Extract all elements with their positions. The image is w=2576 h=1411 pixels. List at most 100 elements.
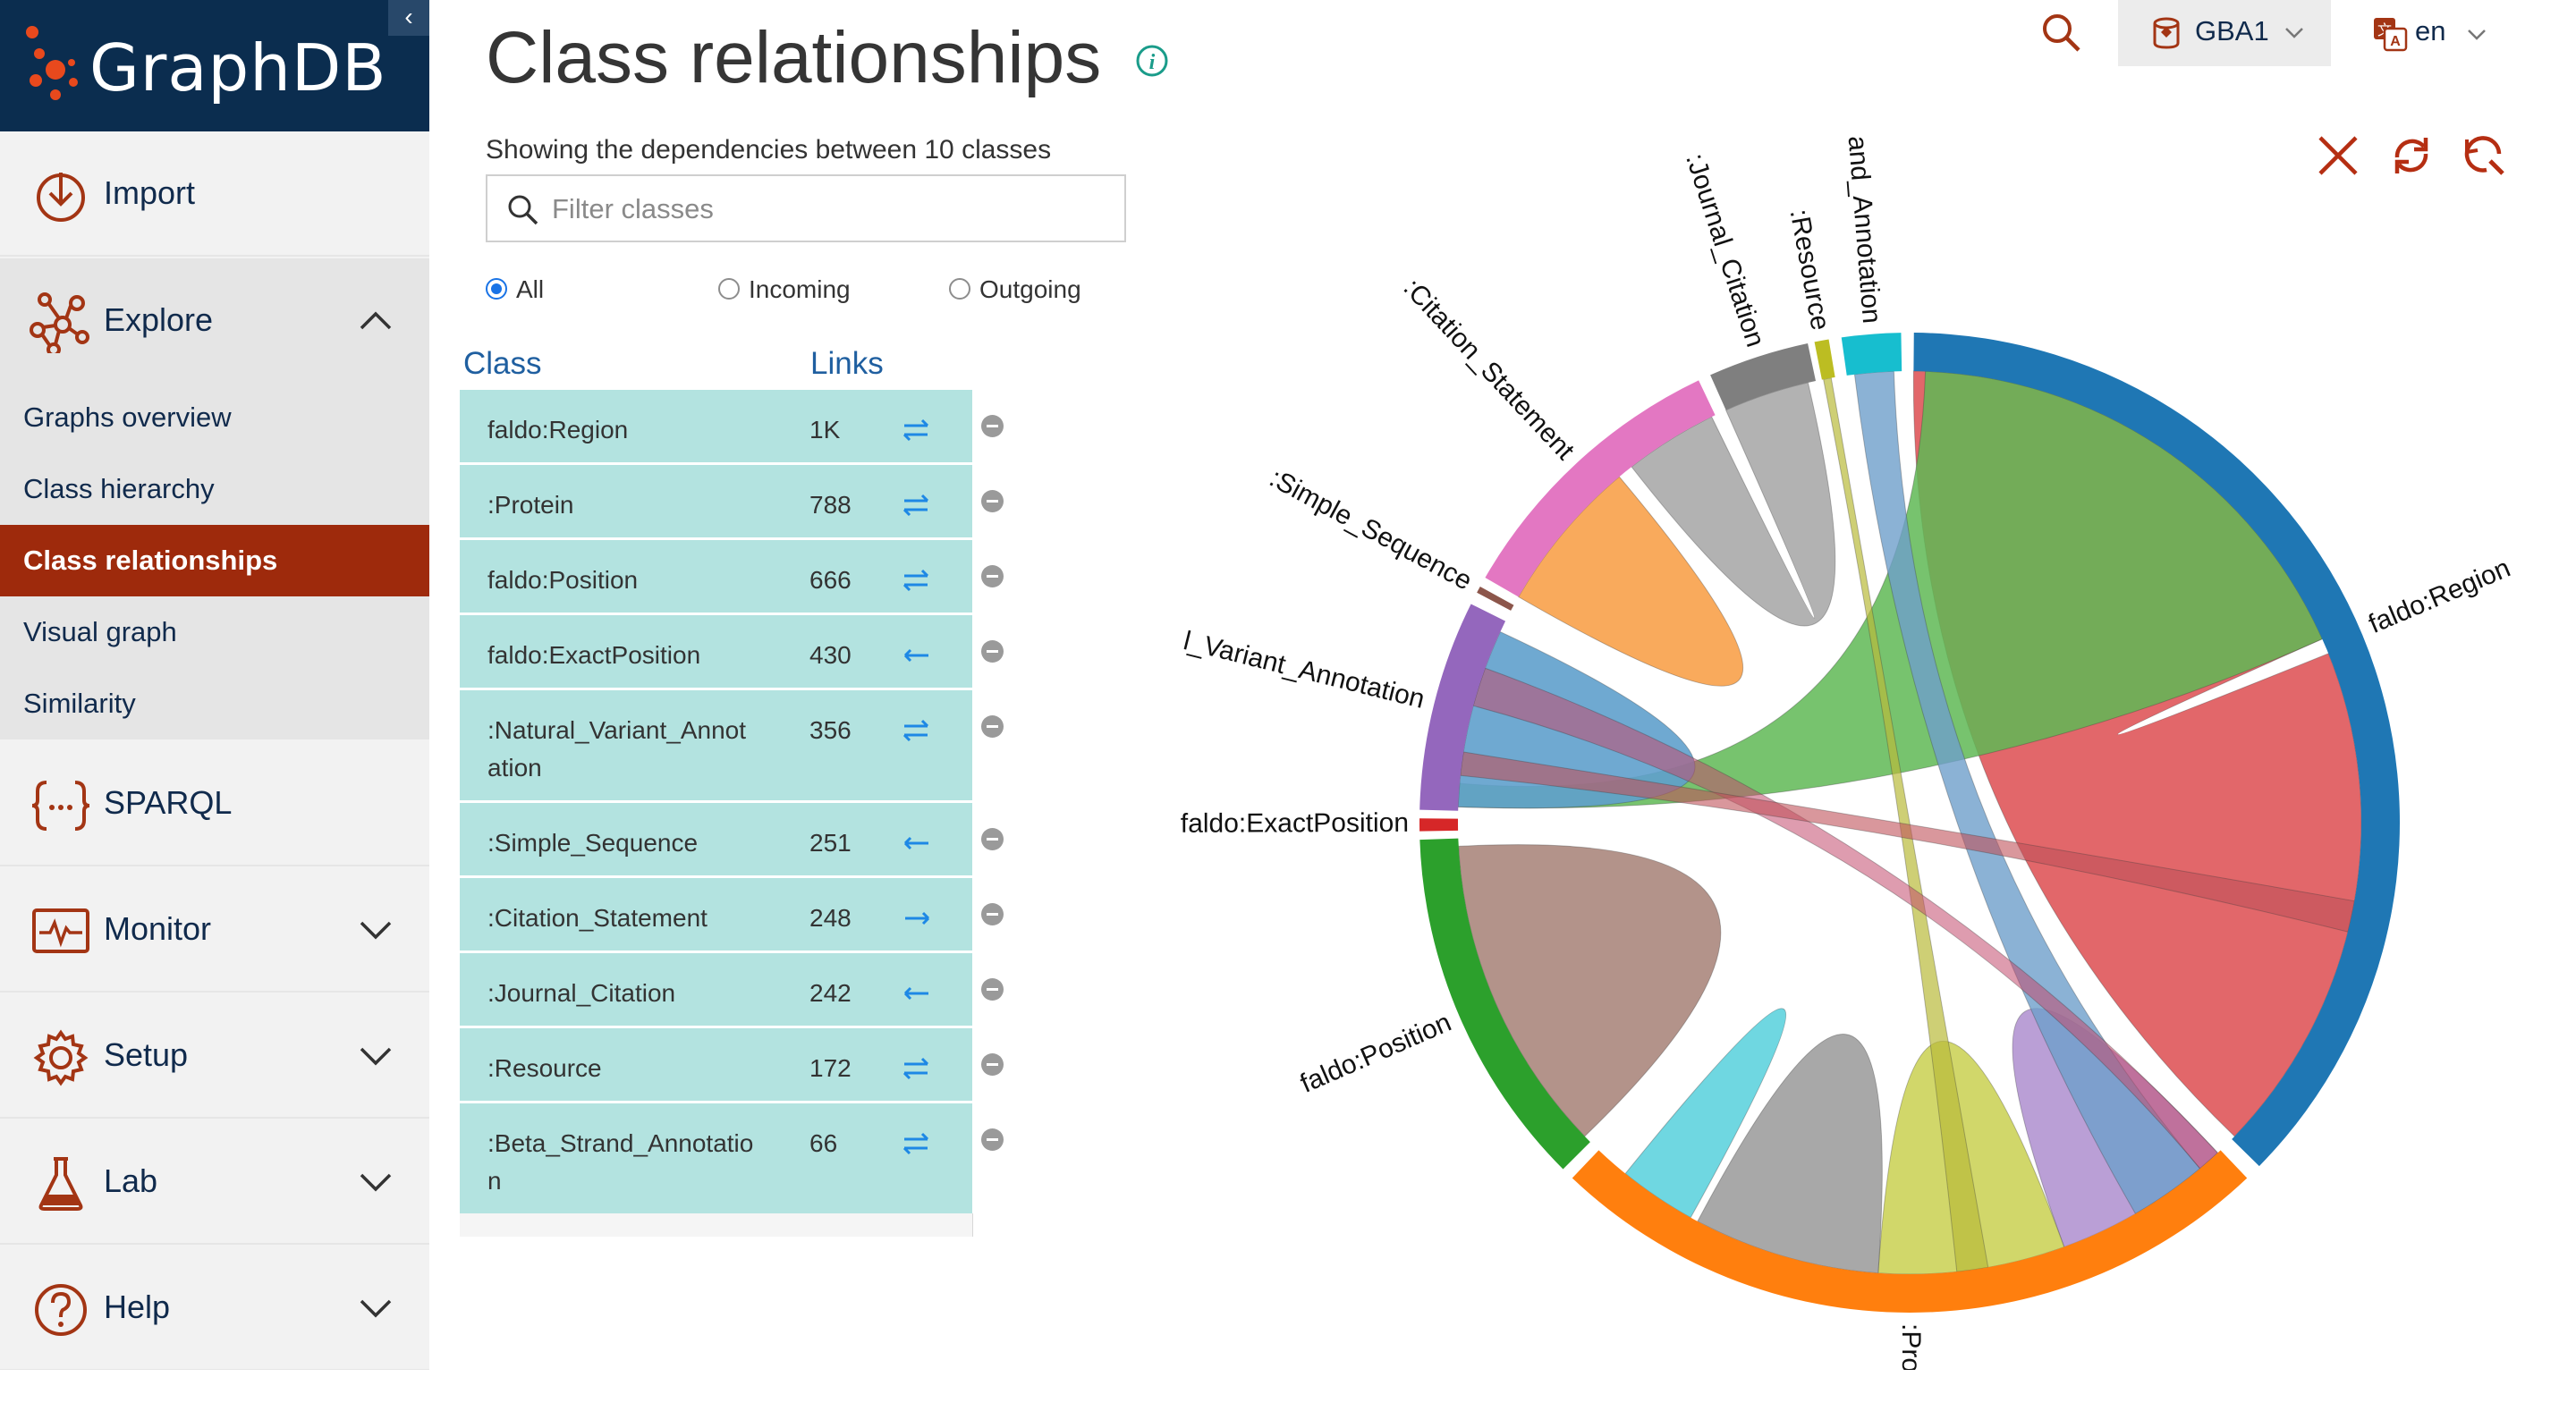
collapse-sidebar-button[interactable]: ‹	[388, 0, 429, 36]
table-row[interactable]: :Protein 788	[460, 465, 972, 540]
chord-ribbon[interactable]	[1458, 844, 1722, 1137]
remove-class-icon[interactable]	[981, 978, 1004, 1001]
sidebar-item-label: Import	[104, 174, 196, 211]
sub-item-class-relationships[interactable]: Class relationships	[0, 525, 429, 596]
table-row[interactable]: :Citation_Statement 248	[460, 878, 972, 953]
chord-arc-protein[interactable]	[1572, 1150, 2248, 1313]
sidebar-item-help[interactable]: Help	[0, 1246, 429, 1371]
chord-arc-region[interactable]	[1913, 333, 2400, 1167]
remove-class-icon[interactable]	[981, 715, 1004, 738]
class-name[interactable]: :Citation_Statement	[487, 904, 708, 932]
table-row[interactable]: faldo:Region 1K	[460, 390, 972, 465]
sub-item-visual-graph[interactable]: Visual graph	[0, 596, 429, 668]
sparql-icon	[31, 781, 90, 831]
class-name[interactable]: :Natural_Variant_Annotation	[487, 716, 746, 782]
table-row[interactable]: faldo:Position 666	[460, 540, 972, 615]
chord-arc-position[interactable]	[1419, 838, 1590, 1170]
chord-arc-beta[interactable]	[1841, 333, 1902, 376]
help-icon	[35, 1284, 87, 1336]
brand-name[interactable]: GraphDB	[89, 30, 387, 106]
remove-class-icon[interactable]	[981, 640, 1004, 663]
chord-arc-exact[interactable]	[1419, 818, 1459, 832]
sub-item-graphs-overview[interactable]: Graphs overview	[0, 382, 429, 453]
class-name[interactable]: :Resource	[487, 1054, 602, 1082]
sidebar-item-lab[interactable]: Lab	[0, 1120, 429, 1245]
chord-label-journal[interactable]: :Journal_Citation	[1680, 150, 1770, 351]
bidirectional-arrow-icon[interactable]	[902, 492, 932, 519]
chord-ribbon[interactable]	[1517, 476, 1744, 687]
class-name[interactable]: faldo:ExactPosition	[487, 641, 701, 669]
sub-item-class-hierarchy[interactable]: Class hierarchy	[0, 453, 429, 525]
chord-ribbon[interactable]	[1457, 370, 2324, 809]
arrow-left-icon[interactable]	[902, 830, 932, 857]
arrow-right-icon[interactable]	[902, 905, 932, 932]
filter-input[interactable]	[550, 189, 1108, 230]
sidebar-item-import[interactable]: Import	[0, 131, 429, 257]
remove-class-icon[interactable]	[981, 828, 1004, 850]
remove-class-icon[interactable]	[981, 903, 1004, 925]
reload-search-icon[interactable]	[2460, 131, 2510, 181]
table-row[interactable]: :Natural_Variant_Annotation 356	[460, 690, 972, 803]
bidirectional-arrow-icon[interactable]	[902, 417, 932, 444]
filter-field[interactable]	[486, 174, 1126, 242]
chevron-down-icon	[2468, 30, 2486, 40]
class-name[interactable]: :Beta_Strand_Annotation	[487, 1129, 754, 1195]
chord-arc-citation[interactable]	[1485, 380, 1716, 597]
close-icon[interactable]	[2313, 131, 2363, 181]
refresh-icon[interactable]	[2386, 131, 2436, 181]
chord-diagram[interactable]: faldo:Region:Proteinfaldo:Positionfaldo:…	[1163, 125, 2558, 1395]
table-row[interactable]: faldo:ExactPosition 430	[460, 615, 972, 690]
chord-label-variant[interactable]: l_Variant_Annotation	[1181, 626, 1428, 714]
class-name[interactable]: faldo:Region	[487, 416, 629, 444]
sidebar-item-monitor[interactable]: Monitor	[0, 867, 429, 993]
sidebar-item-explore[interactable]: Explore	[0, 258, 429, 382]
class-name[interactable]: :Protein	[487, 491, 574, 519]
chord-ribbon[interactable]	[1631, 382, 1836, 627]
chord-ribbon[interactable]	[1697, 1034, 1883, 1274]
sidebar-item-sparql[interactable]: SPARQL	[0, 741, 429, 866]
chord-label-beta[interactable]: and_Annotation	[1843, 135, 1886, 325]
info-icon[interactable]: i	[1134, 43, 1170, 79]
chord-label-position[interactable]: faldo:Position	[1296, 1008, 1455, 1099]
chord-label-simple[interactable]: :Simple_Sequence	[1265, 463, 1477, 596]
repository-selector[interactable]: GBA1	[2118, 0, 2331, 66]
chord-arc-simple[interactable]	[1477, 586, 1514, 611]
remove-class-icon[interactable]	[981, 490, 1004, 512]
chord-label-citation[interactable]: :Citation_Statement	[1397, 273, 1580, 466]
chord-label-exact[interactable]: faldo:ExactPosition	[1181, 808, 1409, 839]
chord-arc-resource[interactable]	[1814, 339, 1835, 380]
graphdb-logo-icon[interactable]	[20, 18, 91, 107]
chord-arc-variant[interactable]	[1419, 604, 1506, 811]
remove-class-icon[interactable]	[981, 1128, 1004, 1151]
bidirectional-arrow-icon[interactable]	[902, 567, 932, 594]
chord-ribbon[interactable]	[1853, 370, 2201, 1215]
link-count: 251	[809, 829, 852, 857]
chord-ribbon[interactable]	[1460, 751, 2355, 933]
class-name[interactable]: :Journal_Citation	[487, 979, 676, 1007]
arrow-left-icon[interactable]	[902, 642, 932, 669]
arrow-left-icon[interactable]	[902, 980, 932, 1007]
search-icon[interactable]	[2039, 11, 2084, 55]
chord-label-resource[interactable]: :Resource	[1784, 207, 1835, 332]
bidirectional-arrow-icon[interactable]	[902, 1055, 932, 1082]
sidebar-item-setup[interactable]: Setup	[0, 993, 429, 1119]
table-row[interactable]: :Simple_Sequence 251	[460, 803, 972, 878]
class-name[interactable]: faldo:Position	[487, 566, 639, 594]
chord-arc-journal[interactable]	[1710, 342, 1817, 410]
chord-label-region[interactable]: faldo:Region	[2364, 553, 2514, 639]
column-header-class[interactable]: Class	[463, 346, 542, 381]
table-row[interactable]: :Journal_Citation 242	[460, 953, 972, 1028]
bidirectional-arrow-icon[interactable]	[902, 1130, 932, 1157]
table-row[interactable]: :Beta_Strand_Annotation 66	[460, 1103, 972, 1216]
chord-ribbon[interactable]	[1472, 667, 2219, 1170]
sub-item-similarity[interactable]: Similarity	[0, 668, 429, 739]
link-count: 1K	[809, 416, 841, 444]
class-name[interactable]: :Simple_Sequence	[487, 829, 699, 857]
remove-class-icon[interactable]	[981, 1053, 1004, 1076]
remove-class-icon[interactable]	[981, 565, 1004, 587]
remove-class-icon[interactable]	[981, 415, 1004, 437]
table-row[interactable]: :Resource 172	[460, 1028, 972, 1103]
column-header-links[interactable]: Links	[810, 346, 884, 381]
bidirectional-arrow-icon[interactable]	[902, 717, 932, 744]
language-selector[interactable]: 文 A en	[2370, 13, 2487, 57]
